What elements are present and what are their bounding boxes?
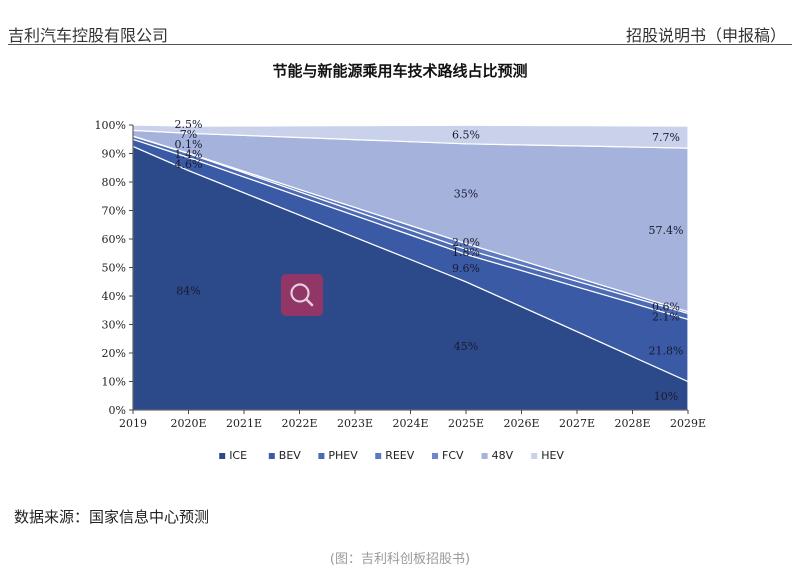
x-tick-label: 2020E [170,417,206,430]
data-label-bev: 9.6% [452,262,480,275]
data-label-48v: 7% [180,128,197,141]
legend-swatch-ice [219,453,226,459]
data-label-bev: 21.8% [649,344,684,357]
y-tick-label: 90% [102,148,126,161]
x-tick-label: 2028E [614,417,650,430]
legend-swatch-phev [318,453,325,459]
x-tick-label: 2025E [448,417,484,430]
y-tick-label: 40% [102,290,126,303]
data-label-48v: 35% [454,188,478,201]
legend-swatch-fcv [432,453,438,459]
legend-swatch-bev [268,453,275,459]
y-tick-label: 0% [109,404,126,417]
chart-title: 节能与新能源乘用车技术路线占比预测 [272,62,527,80]
legend-label-fcv: FCV [442,449,464,462]
legend-label-ice: ICE [229,449,247,462]
data-label-phev: 2.1% [652,310,680,323]
data-label-reev: 0.1% [175,138,203,151]
x-tick-label: 2021E [226,417,262,430]
image-caption: (图：吉利科创板招股书) [329,552,471,567]
data-label-reev: 0.6% [652,300,680,313]
document-title: 招股说明书（申报稿） [625,26,786,45]
zoom-search-icon [290,283,314,307]
legend-label-hev: HEV [541,449,564,462]
legend-label-48v: 48V [492,449,514,462]
y-tick-label: 60% [102,233,126,246]
x-tick-label: 2026E [503,417,539,430]
y-tick-label: 30% [102,319,126,332]
data-label-ice: 84% [176,284,200,297]
area-hev [132,124,689,149]
data-label-bev: 4.6% [175,158,203,171]
company-name: 吉利汽车控股有限公司 [8,26,169,45]
legend-label-reev: REEV [385,449,415,462]
zoom-button[interactable] [281,274,323,316]
header-divider [8,44,792,45]
legend-label-phev: PHEV [328,449,358,462]
data-label-hev: 6.5% [452,129,480,142]
x-tick-label: 2027E [559,417,595,430]
data-label-hev: 7.7% [652,131,680,144]
data-label-phev: 1.4% [175,148,203,161]
page-header: 吉利汽车控股有限公司 招股说明书（申报稿） [0,0,800,45]
y-tick-label: 50% [102,262,126,275]
x-tick-label: 2019 [119,417,147,430]
x-tick-label: 2022E [281,417,317,430]
x-tick-label: 2023E [337,417,373,430]
y-tick-label: 80% [102,176,126,189]
legend-swatch-48v [481,453,488,459]
data-label-ice: 10% [654,390,678,403]
data-label-reev: 2.0% [452,236,480,249]
y-tick-label: 10% [102,376,126,389]
data-label-ice: 45% [454,340,478,353]
x-tick-label: 2024E [392,417,428,430]
data-label-48v: 57.4% [649,224,684,237]
x-tick-label: 2029E [670,417,706,430]
data-label-phev: 1.8% [452,246,480,259]
y-tick-label: 100% [95,119,126,132]
legend-swatch-hev [531,453,538,459]
data-label-hev: 2.5% [175,118,203,131]
legend-label-bev: BEV [279,449,301,462]
y-tick-label: 70% [102,205,126,218]
y-tick-label: 20% [102,347,126,360]
legend-swatch-reev [375,453,382,459]
stacked-area-chart: 节能与新能源乘用车技术路线占比预测 0% 10% 20% 30% 40% 50% 60% 70%… [95,62,706,462]
data-source-note: 数据来源：国家信息中心预测 [14,508,210,526]
